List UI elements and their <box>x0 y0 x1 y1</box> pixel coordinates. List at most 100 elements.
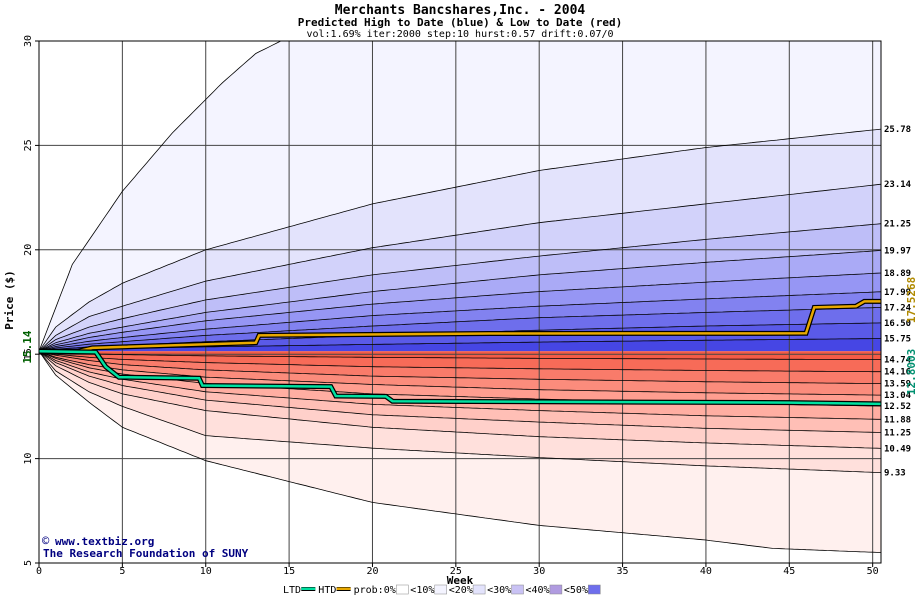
percentile-label: 14.74 <box>884 356 912 366</box>
high-percentile-line <box>38 223 882 352</box>
low-band <box>39 351 881 360</box>
high-percentile-line <box>38 183 882 352</box>
percentile-label: 14.16 <box>884 368 911 378</box>
x-tick-label: 15 <box>283 566 295 577</box>
low-band <box>39 351 881 553</box>
percentile-lines <box>38 40 882 553</box>
legend-label-3: <10% <box>410 585 434 596</box>
high-percentile-line <box>38 250 882 352</box>
y-tick-label: 10 <box>23 453 34 465</box>
start-price-label: 15.14 <box>21 330 34 363</box>
low-percentile-line <box>38 351 882 473</box>
copyright-icon: © <box>42 534 50 548</box>
htd-final-label: 17.5268 <box>905 277 918 323</box>
low-percentile-line <box>38 350 881 384</box>
legend-label-4: <20% <box>449 585 473 596</box>
watermark-url[interactable]: www.textbiz.org <box>55 535 154 548</box>
low-percentile-line <box>38 350 881 373</box>
percentile-label: 11.88 <box>884 415 911 425</box>
grid-lines <box>39 41 881 563</box>
x-axis-label: Week <box>447 574 474 587</box>
high-band <box>39 338 881 352</box>
y-axis-label: Price ($) <box>3 270 16 330</box>
percentile-label: 9.33 <box>884 469 906 479</box>
x-tick-label: 5 <box>119 566 125 577</box>
percentile-label: 17.24 <box>884 303 912 313</box>
low-percentile-line <box>38 350 881 420</box>
watermark-org: The Research Foundation of SUNY <box>43 547 249 560</box>
legend-swatch-5 <box>511 584 524 595</box>
x-tick-label: 25 <box>450 566 462 577</box>
htd-ltd-paths <box>38 298 882 407</box>
low-band <box>39 351 881 396</box>
high-band <box>39 223 881 352</box>
percentile-label: 19.97 <box>884 246 911 256</box>
legend-label-prob: prob:0% <box>354 585 396 596</box>
low-percentile-line <box>38 351 882 553</box>
high-band <box>39 307 881 352</box>
chart-subtitle: Predicted High to Date (blue) & Low to D… <box>298 16 623 29</box>
legend-swatch-ltd <box>301 587 316 590</box>
low-band <box>39 351 881 449</box>
high-percentile-line <box>38 128 882 352</box>
percentile-labels: 25.78 23.14 21.25 19.97 18.89 17.99 17.24 16.50… <box>884 125 912 478</box>
low-percentile-line <box>38 350 882 449</box>
percentile-label: 15.75 <box>884 335 911 345</box>
legend-swatch-4 <box>472 584 486 595</box>
low-percentile-line <box>38 350 882 433</box>
high-band <box>39 129 881 352</box>
high-band <box>39 273 881 352</box>
x-tick-label: 45 <box>783 566 795 577</box>
y-tick-label: 15 <box>23 348 34 360</box>
legend-label-5: <30% <box>487 585 511 596</box>
y-tick-label: 30 <box>23 35 34 47</box>
ltd-final-label: 12.8003 <box>905 349 918 395</box>
percentile-label: 23.14 <box>884 180 912 190</box>
chart-title: Merchants Bancshares,Inc. - 2004 <box>335 3 586 18</box>
high-band <box>39 250 881 352</box>
x-tick-label: 30 <box>533 566 545 577</box>
probability-bands <box>39 41 881 563</box>
legend-label-7: <50% <box>564 585 588 596</box>
low-band <box>39 351 881 384</box>
legend-label-ltd: LTD <box>283 585 301 596</box>
x-tick-label: 35 <box>617 566 629 577</box>
low-percentile-line <box>38 350 881 396</box>
percentile-label: 13.59 <box>884 380 911 390</box>
legend-swatch-6 <box>549 584 563 595</box>
percentile-label: 13.04 <box>884 391 912 401</box>
x-tick-label: 0 <box>36 566 42 577</box>
plot-frame <box>38 40 882 564</box>
percentile-label: 25.78 <box>884 125 911 135</box>
high-band <box>39 41 881 352</box>
x-tick-label: 50 <box>867 566 879 577</box>
low-band <box>39 351 881 473</box>
high-percentile-line <box>38 272 882 352</box>
percentile-label: 21.25 <box>884 220 911 230</box>
legend-label-6: <40% <box>526 585 550 596</box>
x-tick-label: 10 <box>200 566 212 577</box>
y-tick-label: 20 <box>23 244 34 256</box>
legend-swatch-3 <box>434 584 447 595</box>
high-band <box>39 184 881 352</box>
legend-swatch-prob <box>396 584 409 595</box>
legend: LTD HTD prob:0% <10% <20% <30% <40% <50% <box>283 584 601 596</box>
percentile-label: 12.52 <box>884 402 911 412</box>
htd-path-line <box>39 300 881 353</box>
percentile-label: 18.89 <box>884 269 911 279</box>
x-tick-label: 40 <box>700 566 712 577</box>
chart-params: vol:1.69% iter:2000 step:10 hurst:0.57 d… <box>306 29 613 40</box>
legend-swatch-7 <box>588 584 601 595</box>
low-band <box>39 351 881 433</box>
legend-swatch-htd <box>336 587 351 590</box>
low-percentile-line <box>38 350 881 360</box>
y-tick-label: 25 <box>23 139 34 151</box>
high-percentile-line <box>38 291 882 352</box>
percentile-label: 11.25 <box>884 429 911 439</box>
high-percentile-line <box>38 307 882 352</box>
x-tick-label: 20 <box>366 566 378 577</box>
percentile-label: 10.49 <box>884 444 911 454</box>
legend-label-htd: HTD <box>318 585 336 596</box>
y-tick-label: 5 <box>23 560 34 566</box>
